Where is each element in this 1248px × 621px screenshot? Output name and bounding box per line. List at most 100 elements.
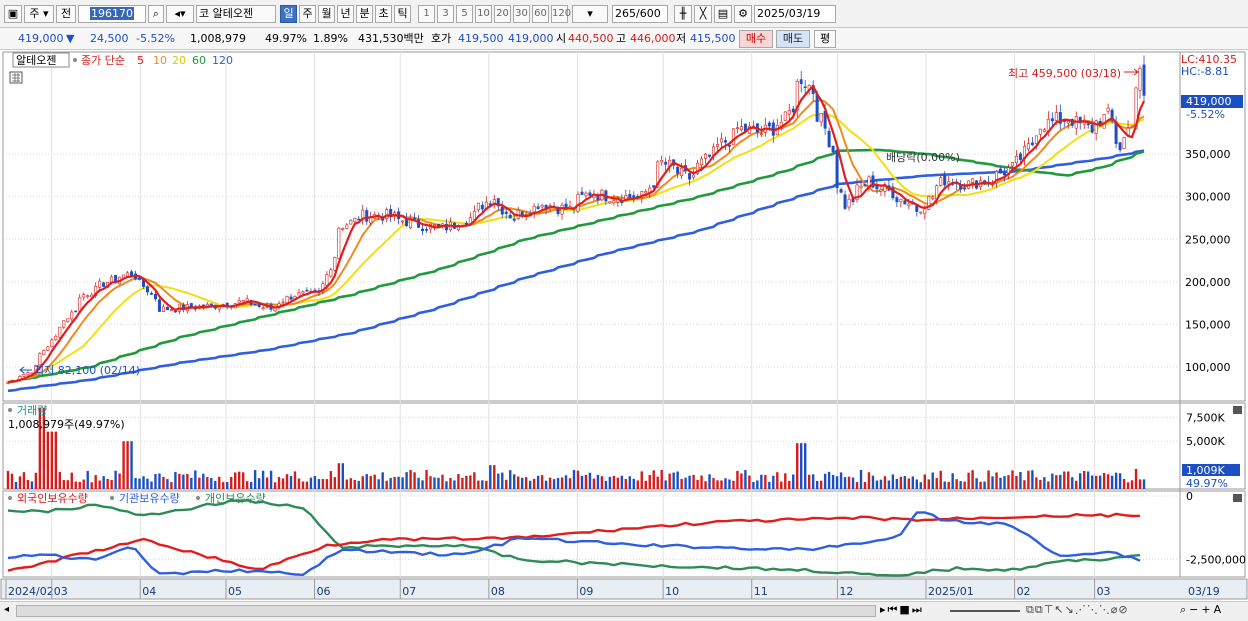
candle-body bbox=[173, 310, 177, 313]
volume-bar bbox=[668, 473, 671, 489]
zoom-slider[interactable] bbox=[950, 610, 1020, 612]
volume-bar bbox=[122, 441, 125, 489]
interval-button-60[interactable]: 60 bbox=[532, 5, 549, 23]
save-icon[interactable]: ▤ bbox=[714, 5, 732, 23]
volume-bar bbox=[345, 479, 349, 489]
date-field[interactable]: 2025/03/19 bbox=[754, 5, 836, 23]
candle-body bbox=[608, 201, 612, 204]
chart-type-icon[interactable]: ╫ bbox=[674, 5, 692, 23]
drawing-tools-icon[interactable]: ⧉⧉⊤↖↘⋰⋱⋱⌀⊘ bbox=[1026, 603, 1129, 616]
volume-bar bbox=[393, 476, 396, 489]
date-axis bbox=[0, 578, 1248, 600]
candle-body bbox=[66, 318, 70, 323]
sell-button[interactable]: 매도 bbox=[776, 30, 810, 48]
period-button-5[interactable]: 초 bbox=[375, 5, 392, 23]
volume-bar bbox=[465, 475, 468, 489]
candle-body bbox=[731, 128, 735, 145]
volume-bar bbox=[313, 475, 317, 489]
month-label: 2025/01 bbox=[928, 585, 974, 598]
period-button-1[interactable]: 주 bbox=[299, 5, 316, 23]
candle-body bbox=[676, 167, 680, 174]
volume-bar bbox=[457, 473, 460, 489]
volume-bar bbox=[572, 469, 576, 489]
period-button-3[interactable]: 년 bbox=[337, 5, 354, 23]
volume-bar bbox=[481, 480, 484, 489]
interval-button-10[interactable]: 10 bbox=[475, 5, 492, 23]
maximize-icon[interactable] bbox=[1233, 406, 1242, 414]
candle-body bbox=[628, 194, 632, 198]
speaker-icon[interactable]: ◂▾ bbox=[166, 5, 194, 23]
stock-code-input[interactable]: 196170 bbox=[78, 5, 146, 23]
search-icon[interactable]: ⌕ bbox=[148, 5, 164, 23]
interval-button-5[interactable]: 5 bbox=[456, 5, 473, 23]
period-type-select[interactable]: 주 ▾ bbox=[24, 5, 54, 23]
interval-button-120[interactable]: 120 bbox=[551, 5, 571, 23]
volume-bar bbox=[1118, 473, 1122, 489]
volume-bar bbox=[166, 479, 169, 489]
candle-body bbox=[1026, 143, 1030, 150]
gear-icon[interactable]: ⚙ bbox=[734, 5, 752, 23]
candle-body bbox=[413, 217, 417, 220]
candle-body bbox=[564, 203, 568, 210]
chart-scrollbar[interactable]: ◂ ▸⏮■⏭ ⧉⧉⊤↖↘⋰⋱⋱⌀⊘ ⌕−+A bbox=[0, 601, 1248, 621]
volume-bar bbox=[94, 475, 97, 489]
interval-button-1[interactable]: 1 bbox=[418, 5, 435, 23]
volume-bar bbox=[843, 477, 847, 489]
interval-dropdown[interactable]: ▾ bbox=[572, 5, 608, 23]
overlay-icon[interactable]: ╳ bbox=[694, 5, 712, 23]
candle-body bbox=[58, 326, 62, 338]
volume: 1,008,979 bbox=[190, 32, 246, 45]
candle-body bbox=[899, 199, 903, 203]
stock-chart[interactable]: 100,000 150,000 200,000 250,000 300,000 350,0… bbox=[0, 50, 1248, 601]
scroll-left-icon[interactable]: ◂ bbox=[4, 604, 10, 615]
volume-bar bbox=[867, 472, 871, 489]
price-tick-label: 150,000 bbox=[1185, 318, 1231, 331]
candle-body bbox=[700, 158, 704, 166]
x-axis-labels: 2024/02 03 04 05 06 07 08 09 10 11 12 2025/01 02 03 03… bbox=[5, 579, 1220, 599]
period-button-2[interactable]: 월 bbox=[318, 5, 335, 23]
volume-bar bbox=[983, 481, 986, 489]
low-annotation: 최저 82,100 (02/14) bbox=[34, 364, 140, 377]
interval-button-3[interactable]: 3 bbox=[437, 5, 454, 23]
period-button-0[interactable]: 일 bbox=[280, 5, 297, 23]
volume-bar bbox=[233, 472, 237, 489]
candle-body bbox=[907, 203, 911, 207]
window-icon[interactable]: ▣ bbox=[4, 5, 22, 23]
volume-bar bbox=[1067, 471, 1070, 489]
volume-bar bbox=[357, 480, 360, 489]
volume-bar bbox=[580, 475, 584, 489]
interval-button-20[interactable]: 20 bbox=[494, 5, 511, 23]
period-button-6[interactable]: 틱 bbox=[394, 5, 411, 23]
playback-controls-icon[interactable]: ▸⏮■⏭ bbox=[880, 603, 924, 616]
candle-body bbox=[476, 202, 480, 211]
stock-name-field[interactable]: 코 알테오젠 bbox=[196, 5, 276, 23]
zoom-controls-icon[interactable]: ⌕−+A bbox=[1180, 603, 1225, 616]
volume-bar bbox=[70, 472, 73, 489]
interval-button-30[interactable]: 30 bbox=[513, 5, 530, 23]
scroll-thumb[interactable] bbox=[16, 605, 876, 617]
volume-bar bbox=[305, 481, 309, 489]
buy-button[interactable]: 매수 bbox=[739, 30, 773, 48]
volume-current-tag bbox=[1182, 464, 1240, 476]
eval-button[interactable]: 평 bbox=[814, 30, 836, 48]
volume-bar bbox=[505, 479, 508, 489]
volume-bar bbox=[337, 463, 341, 489]
ma20-path bbox=[7, 113, 1145, 384]
volume-bar bbox=[887, 480, 891, 489]
volume-bar bbox=[214, 480, 217, 489]
candle-body bbox=[939, 177, 943, 186]
prev-button[interactable]: 전 bbox=[56, 5, 76, 23]
stock-title-box bbox=[12, 52, 70, 68]
volume-bar bbox=[1063, 471, 1066, 489]
period-button-4[interactable]: 분 bbox=[356, 5, 373, 23]
count-field[interactable]: 265/600 bbox=[612, 5, 668, 23]
volume-bar bbox=[1110, 475, 1114, 489]
data-table-icon[interactable] bbox=[9, 71, 23, 84]
volume-bar bbox=[1130, 480, 1134, 489]
candle-body bbox=[931, 196, 935, 199]
volume-bar bbox=[600, 476, 604, 489]
volume-bar bbox=[1114, 472, 1118, 489]
maximize-icon[interactable] bbox=[1233, 494, 1242, 502]
volume-bar bbox=[417, 477, 420, 489]
candle-body bbox=[688, 173, 692, 180]
